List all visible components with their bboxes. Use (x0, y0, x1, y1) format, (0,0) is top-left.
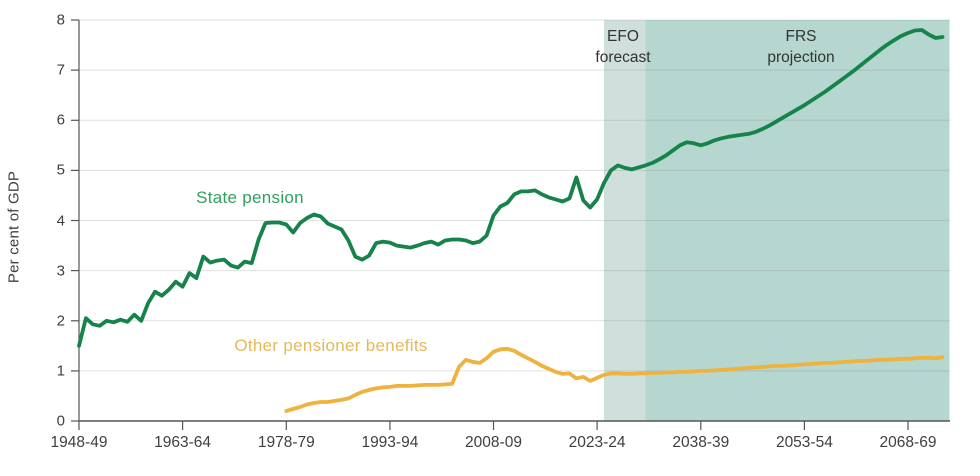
frs-projection-band-label: FRS projection (767, 26, 834, 68)
y-tick-label-0: 0 (56, 412, 65, 430)
y-tick-label-3: 3 (56, 262, 65, 280)
x-tick-label-2068-69: 2068-69 (879, 434, 937, 451)
x-tick-label-1963-64: 1963-64 (154, 434, 212, 451)
y-tick-label-8: 8 (56, 11, 65, 29)
x-tick-label-2053-54: 2053-54 (775, 434, 833, 451)
efo-forecast-band-label-line1: EFO (607, 28, 639, 45)
efo-forecast-band (604, 20, 646, 421)
y-tick-label-7: 7 (56, 61, 65, 79)
frs-projection-band-label-line2: projection (767, 49, 835, 66)
x-tick-label-1948-49: 1948-49 (50, 434, 108, 451)
other-pensioner-benefits-line (284, 346, 945, 413)
frs-projection-band-label-line1: FRS (785, 28, 817, 45)
state-pension-line (77, 28, 945, 348)
x-tick-label-1978-79: 1978-79 (257, 434, 315, 451)
y-axis-title: Per cent of GDP (5, 170, 23, 284)
y-tick-label-6: 6 (56, 111, 65, 129)
y-tick-label-1: 1 (56, 362, 65, 380)
x-tick-label-1993-94: 1993-94 (361, 434, 419, 451)
y-tick-label-4: 4 (56, 212, 65, 229)
state-pension-series-label: State pension (196, 188, 304, 207)
x-tick-label-2023-24: 2023-24 (568, 434, 626, 451)
other-pensioner-benefits-series-label: Other pensioner benefits (234, 336, 428, 355)
y-tick-label-2: 2 (56, 312, 65, 330)
x-tick-label-2008-09: 2008-09 (465, 434, 522, 451)
x-tick-label-2038-39: 2038-39 (672, 434, 730, 451)
efo-forecast-band-label-line2: forecast (595, 49, 651, 66)
efo-forecast-band-label: EFO forecast (595, 26, 650, 68)
y-tick-label-5: 5 (56, 161, 65, 179)
frs-projection-band (645, 20, 950, 421)
